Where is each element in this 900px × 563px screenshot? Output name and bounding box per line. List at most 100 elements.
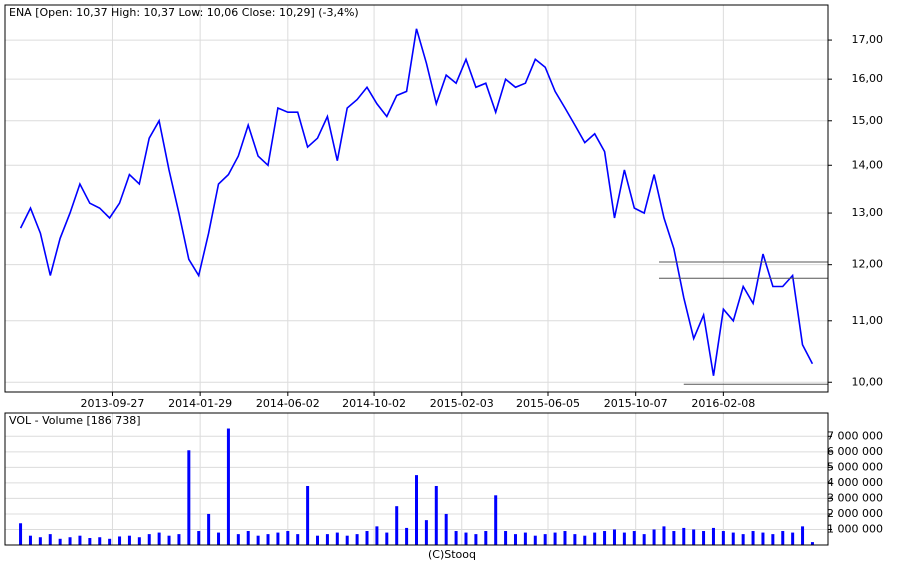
volume-bar (325, 534, 329, 545)
volume-bar (137, 537, 141, 545)
volume-bar (177, 534, 181, 545)
volume-bar (682, 527, 686, 545)
x-tick-label: 2013-09-27 (81, 397, 145, 410)
volume-bar (573, 534, 577, 545)
volume-bar (365, 531, 369, 545)
price-line (19, 28, 814, 376)
y-tick-label: 3 000 000 (827, 491, 883, 504)
volume-bar (266, 534, 270, 545)
x-tick-label: 2015-06-05 (516, 397, 580, 410)
panel-title: VOL - Volume [186 738] (9, 414, 141, 427)
volume-bar (306, 485, 310, 545)
volume-bar (731, 532, 735, 545)
volume-bar (810, 542, 814, 545)
y-tick-label: 14,00 (852, 158, 884, 171)
volume-bar (583, 535, 587, 545)
volume-bar (375, 526, 379, 545)
y-tick-label: 17,00 (852, 33, 884, 46)
x-tick-label: 2016-02-08 (691, 397, 755, 410)
panel-frame (4, 4, 829, 393)
volume-bar (593, 532, 597, 545)
footer: (C)Stooq (428, 548, 476, 561)
x-tick-label: 2015-10-07 (604, 397, 668, 410)
volume-bar (791, 532, 795, 545)
volume-bar (78, 535, 82, 545)
volume-bar (405, 527, 409, 545)
volume-bar (523, 532, 527, 545)
volume-bar (108, 538, 112, 545)
panel-title: ENA [Open: 10,37 High: 10,37 Low: 10,06 … (9, 6, 359, 19)
volume-bar (88, 538, 92, 545)
volume-bar (28, 535, 32, 545)
x-tick-label: 2014-01-29 (168, 397, 232, 410)
volume-bar (296, 534, 300, 545)
volume-bar (504, 531, 508, 545)
volume-bar (197, 531, 201, 545)
volume-bar (563, 531, 567, 545)
volume-bar (474, 534, 478, 545)
volume-bar (38, 537, 42, 545)
volume-bar (711, 527, 715, 545)
volume-bar (385, 532, 389, 545)
volume-bar (771, 534, 775, 545)
volume-bar (721, 531, 725, 545)
volume-bar (494, 495, 498, 545)
volume-bar (236, 534, 240, 545)
volume-bar (187, 450, 191, 545)
volume-bar (484, 531, 488, 545)
volume-bar (662, 526, 666, 545)
volume-bar (355, 534, 359, 545)
volume-bar (19, 523, 23, 545)
volume-bar (702, 531, 706, 545)
y-tick-label: 5 000 000 (827, 460, 883, 473)
volume-bar (751, 531, 755, 545)
y-tick-label: 6 000 000 (827, 445, 883, 458)
volume-bar (157, 532, 161, 545)
volume-bar (434, 485, 438, 545)
volume-bar (246, 531, 250, 545)
y-tick-label: 15,00 (852, 114, 884, 127)
volume-bar (692, 529, 696, 545)
x-tick-label: 2014-06-02 (256, 397, 320, 410)
volume-bar (424, 520, 428, 545)
volume-bar (118, 536, 122, 545)
y-tick-label: 11,00 (852, 314, 884, 327)
volume-bar (226, 428, 230, 545)
volume-bar (741, 534, 745, 545)
x-tick-label: 2015-02-03 (430, 397, 494, 410)
volume-bar (316, 535, 320, 545)
volume-bar (603, 531, 607, 545)
volume-bar (622, 532, 626, 545)
x-tick-label: 2014-10-02 (342, 397, 406, 410)
volume-bar (801, 526, 805, 545)
volume-bar (415, 475, 418, 545)
volume-bar (147, 534, 151, 545)
volume-bar (68, 537, 72, 545)
y-tick-label: 16,00 (852, 72, 884, 85)
volume-bar (464, 532, 468, 545)
y-tick-label: 1 000 000 (827, 522, 883, 535)
volume-bar (345, 535, 349, 545)
volume-bar (513, 534, 517, 545)
volume-bar (761, 532, 765, 545)
y-tick-label: 10,00 (852, 375, 884, 388)
volume-bar (276, 532, 280, 545)
y-tick-label: 7 000 000 (827, 429, 883, 442)
y-tick-label: 2 000 000 (827, 507, 883, 520)
volume-bar (444, 513, 448, 545)
volume-bar (48, 534, 52, 545)
volume-bar (395, 506, 399, 545)
y-tick-label: 12,00 (852, 258, 884, 271)
y-tick-label: 13,00 (852, 206, 884, 219)
volume-bar (58, 538, 62, 545)
volume-bar (781, 531, 785, 545)
panel-frame (4, 412, 829, 546)
volume-bar (612, 529, 616, 545)
volume-bar (543, 534, 547, 545)
volume-bar (454, 531, 458, 545)
volume-bar (167, 535, 171, 545)
y-tick-label: 4 000 000 (827, 476, 883, 489)
volume-bar (642, 534, 646, 545)
